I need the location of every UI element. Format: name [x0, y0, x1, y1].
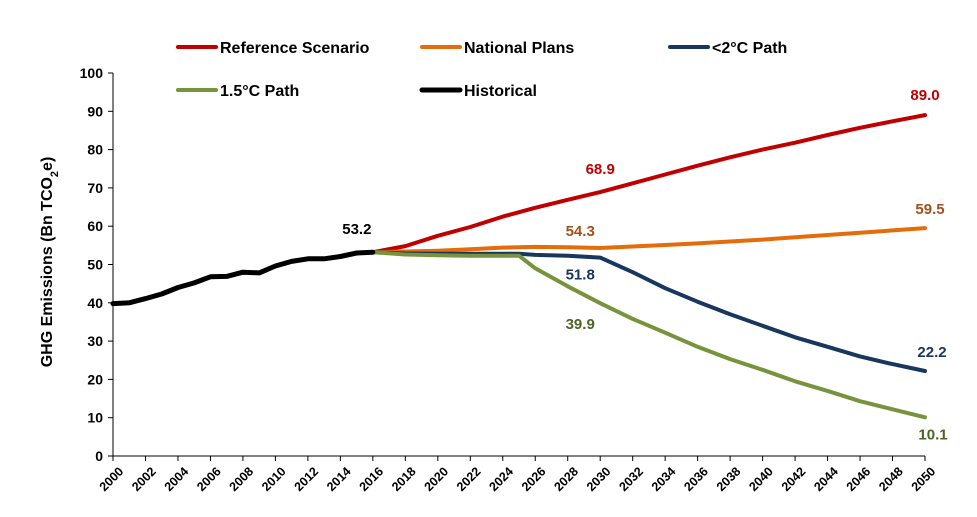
x-tick-label: 2032 [616, 464, 646, 494]
data-label: 53.2 [342, 221, 371, 238]
x-tick-label: 2048 [876, 464, 906, 494]
legend-label: Reference Scenario [220, 40, 370, 57]
y-tick-label: 10 [87, 410, 103, 426]
x-tick-label: 2008 [227, 464, 257, 494]
legend-label: National Plans [464, 40, 574, 57]
legend-item-national-plans: National Plans [420, 40, 574, 57]
x-tick-label: 2012 [292, 464, 322, 494]
data-label: 68.9 [586, 161, 615, 178]
legend-label: Historical [464, 83, 537, 100]
y-tick-label: 70 [87, 180, 103, 196]
data-label: 22.2 [917, 344, 946, 361]
x-tick-label: 2000 [97, 464, 127, 494]
series-line-1-5-c-path [370, 250, 927, 420]
legend-label: <2°C Path [712, 40, 787, 57]
y-tick-label: 90 [87, 103, 103, 119]
x-tick-label: 2004 [162, 464, 192, 494]
x-tick-label: 2006 [194, 464, 224, 494]
series-line-reference-scenario [370, 113, 927, 255]
y-axis-title-main: GHG Emissions (Bn TCO [39, 177, 56, 367]
y-tick-label: 20 [87, 371, 103, 387]
legend-item-1-5-c-path: 1.5°C Path [176, 83, 299, 100]
legend: Reference Scenario National Plans <2°C Pat… [176, 40, 787, 100]
x-tick-label: 2014 [324, 464, 354, 494]
x-tick-label: 2026 [519, 464, 549, 494]
x-tick-label: 2020 [422, 464, 452, 494]
data-label: 51.8 [566, 267, 595, 284]
legend-label: 1.5°C Path [220, 83, 299, 100]
data-label: 59.5 [915, 201, 944, 218]
data-label: 89.0 [910, 87, 939, 104]
y-axis-title-tail: e) [39, 157, 56, 171]
x-tick-label: 2050 [909, 464, 939, 494]
y-axis-title: GHG Emissions (Bn TCO2e) [39, 157, 61, 368]
y-tick-label: 60 [87, 218, 103, 234]
x-tick-label: 2040 [746, 464, 776, 494]
x-tick-label: 2022 [454, 464, 484, 494]
y-tick-label: 0 [95, 448, 103, 464]
x-tick-label: 2016 [357, 464, 387, 494]
legend-item-historical: Historical [419, 83, 537, 100]
x-tick-label: 2044 [811, 464, 841, 494]
x-tick-label: 2034 [649, 464, 679, 494]
y-tick-label: 50 [87, 257, 103, 273]
series-line-historical [110, 249, 376, 307]
x-tick-label: 2018 [389, 464, 419, 494]
y-tick-label: 80 [87, 142, 103, 158]
x-tick-label: 2036 [681, 464, 711, 494]
x-tick-label: 2010 [259, 464, 289, 494]
series-lines [110, 113, 927, 420]
y-tick-label: 40 [87, 295, 103, 311]
y-axis-title-sub: 2 [49, 171, 61, 177]
y-tick-label: 30 [87, 333, 103, 349]
x-tick-label: 2038 [714, 464, 744, 494]
x-tick-label: 2042 [779, 464, 809, 494]
legend-item-reference-scenario: Reference Scenario [176, 40, 370, 57]
x-tick-label: 2002 [129, 464, 159, 494]
x-tick-label: 2024 [487, 464, 517, 494]
data-label: 39.9 [566, 316, 595, 333]
series-line-2-c-path [370, 250, 927, 373]
x-tick-label: 2046 [844, 464, 874, 494]
data-labels: 53.2 68.9 89.0 54.3 59.5 51.8 22.2 39.9 10.1 [342, 87, 947, 443]
legend-item-2-c-path: <2°C Path [668, 40, 787, 57]
y-tick-label: 100 [80, 65, 104, 81]
data-label: 54.3 [566, 223, 595, 240]
x-tick-label: 2028 [551, 464, 581, 494]
x-tick-label: 2030 [584, 464, 614, 494]
series-line-national-plans [370, 226, 927, 255]
data-label: 10.1 [918, 426, 947, 443]
